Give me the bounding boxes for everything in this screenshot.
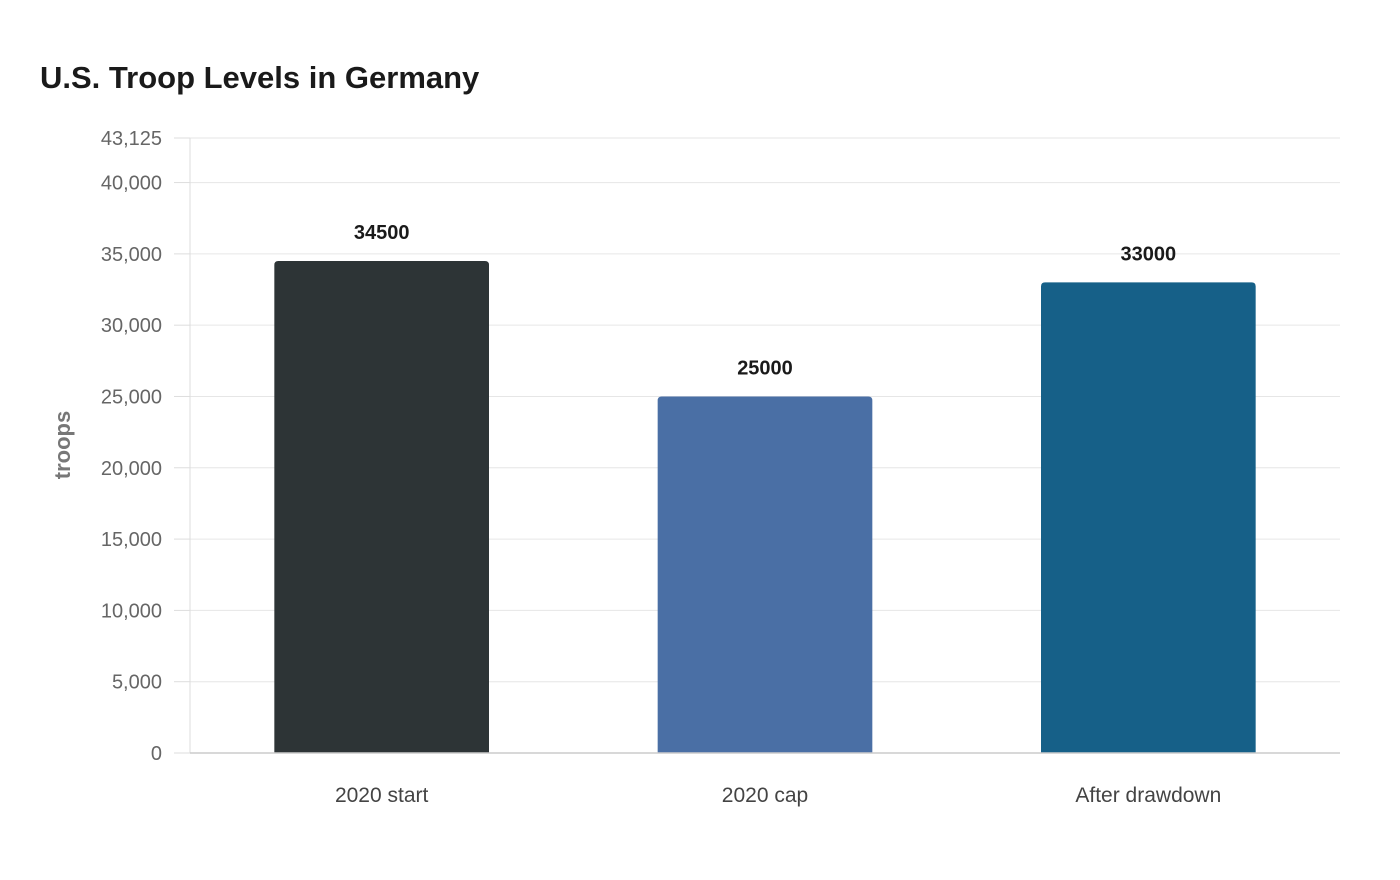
x-tick-label: 2020 start	[335, 784, 429, 807]
y-tick-label: 20,000	[101, 458, 162, 480]
y-tick-label: 40,000	[101, 173, 162, 195]
y-tick-label: 43,125	[101, 128, 162, 150]
bar-1[interactable]	[657, 396, 873, 753]
x-axis-labels: 2020 start 2020 cap After drawdown	[335, 784, 1221, 807]
y-tick-label: 5,000	[112, 672, 162, 694]
y-axis-title: troops	[50, 411, 75, 479]
data-label: 33000	[1121, 243, 1177, 265]
y-tick-label: 25,000	[101, 386, 162, 408]
bars	[274, 261, 1256, 753]
bar-0[interactable]	[274, 261, 489, 753]
y-tick-label: 10,000	[101, 600, 162, 622]
data-label: 34500	[354, 222, 410, 244]
data-labels: 34500 25000 33000	[354, 222, 1176, 379]
x-tick-label: After drawdown	[1075, 784, 1221, 807]
bar-2[interactable]	[1041, 282, 1256, 753]
y-tick-label: 15,000	[101, 529, 162, 551]
y-axis-ticks: 0 5,000 10,000 15,000 20,000 25,000 30,000 35,0…	[101, 128, 190, 765]
y-tick-label: 0	[151, 743, 162, 765]
chart-title: U.S. Troop Levels in Germany	[40, 60, 480, 95]
x-tick-label: 2020 cap	[722, 784, 808, 807]
y-tick-label: 35,000	[101, 244, 162, 266]
data-label: 25000	[737, 357, 793, 379]
y-tick-label: 30,000	[101, 315, 162, 337]
